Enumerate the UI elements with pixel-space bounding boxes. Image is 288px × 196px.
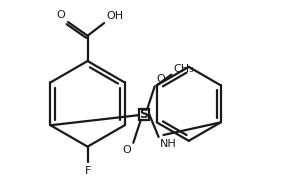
Text: S: S [139, 108, 149, 121]
Text: NH: NH [160, 139, 176, 149]
Text: OH: OH [106, 11, 123, 21]
Text: O: O [157, 74, 165, 84]
Text: F: F [84, 166, 91, 176]
Text: O: O [123, 145, 131, 155]
Text: O: O [56, 10, 65, 20]
Bar [139, 109, 149, 120]
Text: CH₃: CH₃ [173, 64, 194, 74]
